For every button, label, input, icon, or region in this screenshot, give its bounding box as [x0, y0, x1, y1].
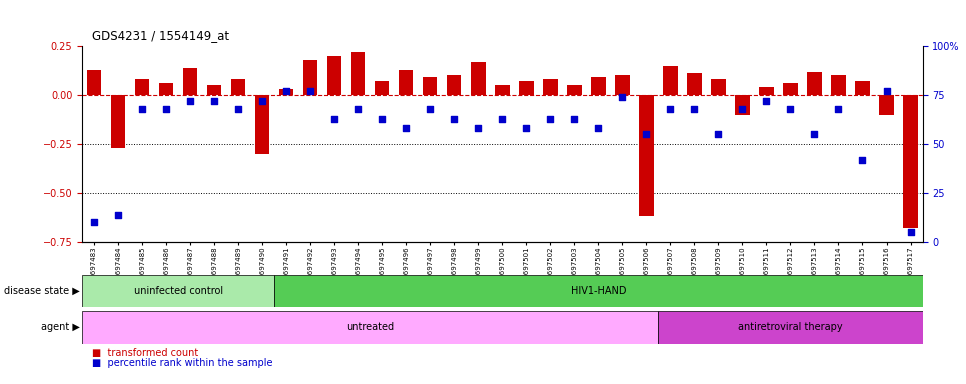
Bar — [159, 83, 173, 95]
Bar — [207, 85, 221, 95]
Point — [855, 157, 870, 163]
Point — [231, 106, 246, 112]
Point — [903, 229, 919, 235]
Point — [663, 106, 678, 112]
Bar — [423, 78, 438, 95]
Point — [614, 94, 630, 100]
Bar — [759, 87, 774, 95]
Point — [134, 106, 150, 112]
Point — [567, 116, 582, 122]
Point — [327, 116, 342, 122]
Point — [543, 116, 558, 122]
Bar — [327, 56, 341, 95]
Bar — [87, 70, 101, 95]
Bar — [183, 68, 197, 95]
Point — [183, 98, 198, 104]
Point — [639, 131, 654, 137]
Point — [470, 125, 486, 131]
Bar — [664, 66, 677, 95]
Bar — [808, 71, 822, 95]
Bar — [855, 81, 869, 95]
Bar — [82, 275, 274, 307]
Bar — [615, 76, 630, 95]
Point — [422, 106, 438, 112]
Text: antiretroviral therapy: antiretroviral therapy — [738, 322, 842, 333]
Point — [807, 131, 822, 137]
Point — [735, 106, 751, 112]
Bar — [351, 52, 365, 95]
Bar — [879, 95, 894, 115]
Bar — [639, 95, 654, 217]
Bar — [711, 79, 725, 95]
Bar — [591, 78, 606, 95]
Text: ■  percentile rank within the sample: ■ percentile rank within the sample — [92, 358, 272, 368]
Text: GDS4231 / 1554149_at: GDS4231 / 1554149_at — [92, 29, 229, 42]
Point — [302, 88, 318, 94]
Point — [86, 219, 101, 225]
Bar — [231, 79, 245, 95]
Bar — [659, 311, 923, 344]
Point — [590, 125, 606, 131]
Bar — [567, 85, 582, 95]
Bar — [832, 76, 845, 95]
Point — [254, 98, 270, 104]
Text: uninfected control: uninfected control — [133, 286, 223, 296]
Text: agent ▶: agent ▶ — [42, 322, 80, 333]
Text: HIV1-HAND: HIV1-HAND — [571, 286, 626, 296]
Bar — [111, 95, 126, 148]
Bar — [274, 275, 923, 307]
Text: ■  transformed count: ■ transformed count — [92, 348, 198, 358]
Point — [879, 88, 895, 94]
Bar — [783, 83, 798, 95]
Point — [351, 106, 366, 112]
Bar — [255, 95, 270, 154]
Bar — [447, 76, 462, 95]
Point — [687, 106, 702, 112]
Point — [758, 98, 774, 104]
Point — [278, 88, 294, 94]
Bar — [543, 79, 557, 95]
Point — [158, 106, 174, 112]
Point — [375, 116, 390, 122]
Bar — [399, 70, 413, 95]
Bar — [82, 311, 659, 344]
Bar — [279, 89, 294, 95]
Text: disease state ▶: disease state ▶ — [5, 286, 80, 296]
Bar — [903, 95, 918, 228]
Bar — [303, 60, 318, 95]
Point — [831, 106, 846, 112]
Point — [711, 131, 726, 137]
Point — [110, 212, 126, 218]
Point — [399, 125, 414, 131]
Bar — [471, 62, 486, 95]
Bar — [135, 79, 150, 95]
Point — [519, 125, 534, 131]
Point — [782, 106, 798, 112]
Text: untreated: untreated — [346, 322, 394, 333]
Bar — [735, 95, 750, 115]
Point — [446, 116, 462, 122]
Bar — [519, 81, 533, 95]
Point — [207, 98, 222, 104]
Bar — [496, 85, 509, 95]
Bar — [687, 73, 701, 95]
Bar — [375, 81, 389, 95]
Point — [495, 116, 510, 122]
